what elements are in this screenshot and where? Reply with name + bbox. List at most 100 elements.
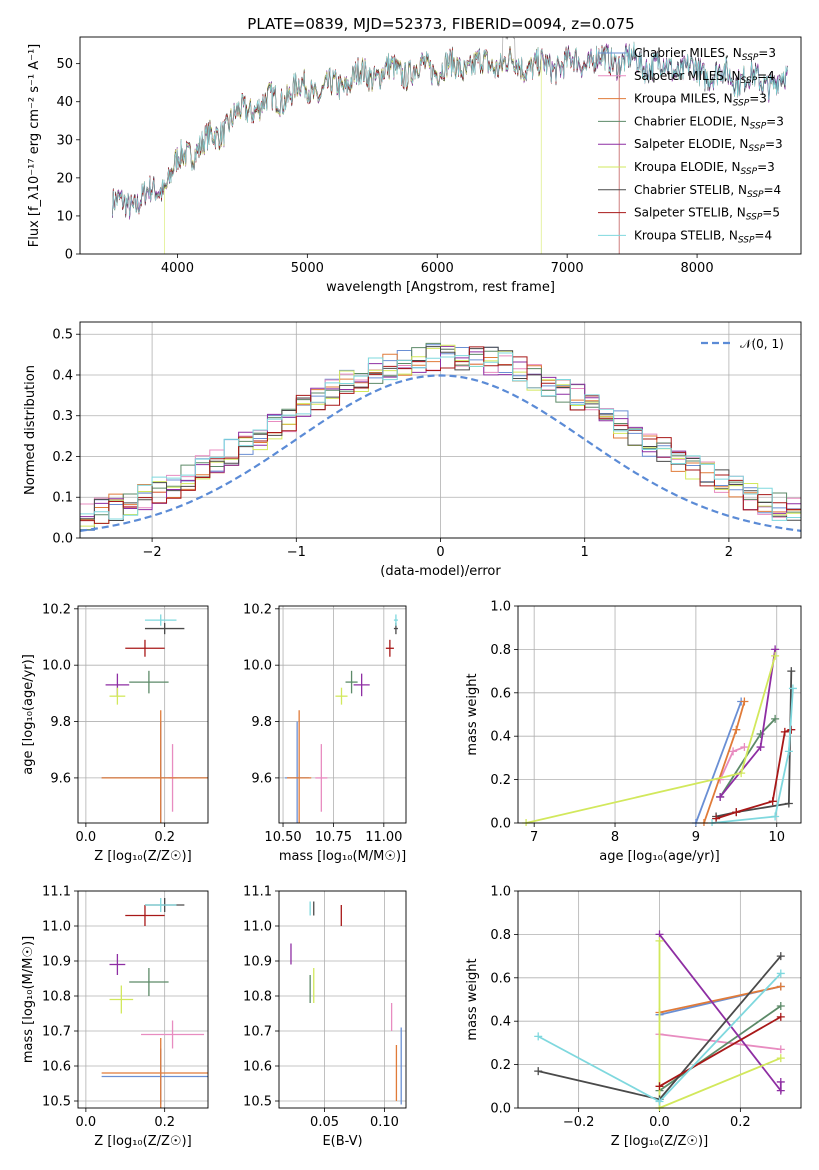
axes-frame <box>517 890 802 1109</box>
weight-line-chabrier-miles <box>695 701 743 824</box>
point-chabrier-elodie <box>345 670 358 694</box>
point-chabrier-stelib <box>144 622 185 635</box>
weight-marker-kroupa-stelib <box>771 812 780 821</box>
x-tick-label: 8 <box>611 830 619 845</box>
y-tick-label: 0.0 <box>490 1102 511 1117</box>
weight-marker-salpeter-stelib <box>776 1012 785 1021</box>
x-tick-label: 10.50 <box>264 830 301 845</box>
axes-frame <box>278 890 407 1109</box>
x-tick-label: 0.2 <box>154 830 175 845</box>
y-tick-label: 0.2 <box>490 773 511 788</box>
weight-line-salpeter-elodie <box>719 649 777 798</box>
point-chabrier-elodie <box>129 670 169 694</box>
error-bars <box>101 898 208 1108</box>
weight-line-salpeter-miles <box>659 1033 781 1051</box>
weight-marker-kroupa-elodie <box>655 936 664 945</box>
legend-subscript: SSP <box>747 190 764 200</box>
point-kroupa-stelib <box>144 898 177 912</box>
x-tick-label: 7000 <box>551 261 584 276</box>
y-tick-label: 0.0 <box>490 817 511 832</box>
spectrum-model-salpeter-stelib <box>112 45 620 254</box>
y-tick-label: 9.6 <box>251 771 272 786</box>
y-tick-label: 10.7 <box>42 1025 71 1040</box>
legend-nssp-value: =3 <box>757 160 775 174</box>
point-kroupa-stelib <box>144 614 177 626</box>
weight-marker-salpeter-miles <box>740 743 749 752</box>
axes-frame <box>77 890 209 1109</box>
y-tick-label: 0.3 <box>52 409 73 424</box>
point-kroupa-miles <box>101 710 208 823</box>
weight-marker-salpeter-elodie <box>776 1086 785 1095</box>
y-tick-label: 10.9 <box>42 955 71 970</box>
y-tick-label: 9.6 <box>50 771 71 786</box>
spectrum-lines <box>112 37 788 254</box>
spectrum-model-kroupa-elodie <box>164 45 542 254</box>
y-tick-label: 9.8 <box>251 715 272 730</box>
weight-marker-kroupa-miles <box>732 725 741 734</box>
x-tick-label: 2 <box>725 545 733 560</box>
weight-marker-salpeter-miles <box>776 1045 785 1054</box>
legend-label-chabrier-elodie: Chabrier ELODIE, NSSP=3 <box>634 114 784 131</box>
y-tick-label: 1.0 <box>490 885 511 900</box>
panel-weight-vs-age: 7 8 9 10 0.0 0.2 0.4 0.6 0.8 1.0 age [log₁₀(age/yr… <box>465 600 802 864</box>
x-tick-label: 0.0 <box>649 1115 670 1130</box>
point-kroupa-miles <box>101 1038 208 1108</box>
legend-label-kroupa-stelib: Kroupa STELIB, NSSP=4 <box>634 228 772 245</box>
x-axis-label: wavelength [Angstrom, rest frame] <box>326 280 555 295</box>
y-tick-label: 11.1 <box>243 885 272 900</box>
axes-frame <box>77 605 209 824</box>
weight-lines <box>522 645 797 826</box>
weight-marker-kroupa-elodie <box>737 769 746 778</box>
y-tick-label: 11.1 <box>42 885 71 900</box>
error-bars <box>101 614 208 823</box>
legend-subscript: SSP <box>742 53 759 63</box>
y-tick-label: 20 <box>56 171 73 186</box>
point-salpeter-miles <box>141 1020 205 1049</box>
y-tick-label: 0.4 <box>490 730 511 745</box>
legend-subscript: SSP <box>733 99 750 109</box>
panel-age-vs-mass: 10.50 10.75 11.00 9.6 9.8 10.0 10.2 mass [log₁₀… <box>243 602 407 864</box>
panel-age-vs-z: 0.0 0.2 9.6 9.8 10.0 10.2 Z [log₁₀(Z/Z☉)] age [… <box>21 602 209 864</box>
weight-marker-chabrier-stelib <box>787 667 796 676</box>
x-tick-label: 9 <box>692 830 700 845</box>
point-kroupa-elodie <box>109 985 134 1014</box>
weight-marker-salpeter-elodie <box>716 792 725 801</box>
axes-frame <box>79 321 802 539</box>
y-tick-label: 0.2 <box>490 1058 511 1073</box>
weight-marker-salpeter-stelib <box>712 814 721 823</box>
y-tick-label: 10.7 <box>243 1025 272 1040</box>
x-tick-label: 0.05 <box>310 1115 339 1130</box>
legend-nssp-value: =3 <box>758 46 776 60</box>
weight-marker-salpeter-stelib <box>732 808 741 817</box>
x-tick-label: −0.2 <box>563 1115 595 1130</box>
x-tick-label: 5000 <box>291 261 324 276</box>
error-bars <box>285 614 398 823</box>
legend-nssp-value: =4 <box>757 69 775 83</box>
legend-nssp-value: =3 <box>749 92 767 106</box>
y-tick-label: 10.2 <box>243 602 272 617</box>
weight-marker-kroupa-stelib <box>788 684 797 693</box>
legend-nssp-value: =4 <box>754 228 772 242</box>
y-tick-label: 0.8 <box>490 643 511 658</box>
legend-nssp-value: =5 <box>762 206 780 220</box>
y-tick-label: 0.4 <box>52 368 73 383</box>
x-tick-label: 0.2 <box>154 1115 175 1130</box>
y-tick-label: 10.5 <box>243 1095 272 1110</box>
x-axis-label: mass [log₁₀(M/M☉)] <box>279 849 406 864</box>
y-axis-label: mass [log₁₀(M/M☉)] <box>21 936 36 1063</box>
point-kroupa-stelib <box>393 614 398 626</box>
weight-line-chabrier-elodie <box>719 718 776 798</box>
panel-residuals: −2 −1 0 1 2 0.0 0.1 0.2 0.3 0.4 0.5 (data-model)/er… <box>23 321 802 579</box>
y-tick-label: 9.8 <box>50 715 71 730</box>
x-axis-label: Z [log₁₀(Z/Z☉)] <box>94 849 191 864</box>
legend-label-salpeter-elodie: Salpeter ELODIE, NSSP=3 <box>634 137 783 154</box>
y-tick-label: 0.1 <box>52 491 73 506</box>
weight-marker-kroupa-elodie <box>776 1054 785 1063</box>
legend-subscript: SSP <box>741 167 758 177</box>
legend-nssp-value: =3 <box>766 114 784 128</box>
legend-nssp-value: =3 <box>765 137 783 151</box>
y-tick-label: 10.0 <box>243 659 272 674</box>
weight-line-kroupa-miles <box>659 985 781 1014</box>
x-axis-label: E(B-V) <box>322 1134 362 1149</box>
weight-marker-kroupa-miles <box>776 982 785 991</box>
